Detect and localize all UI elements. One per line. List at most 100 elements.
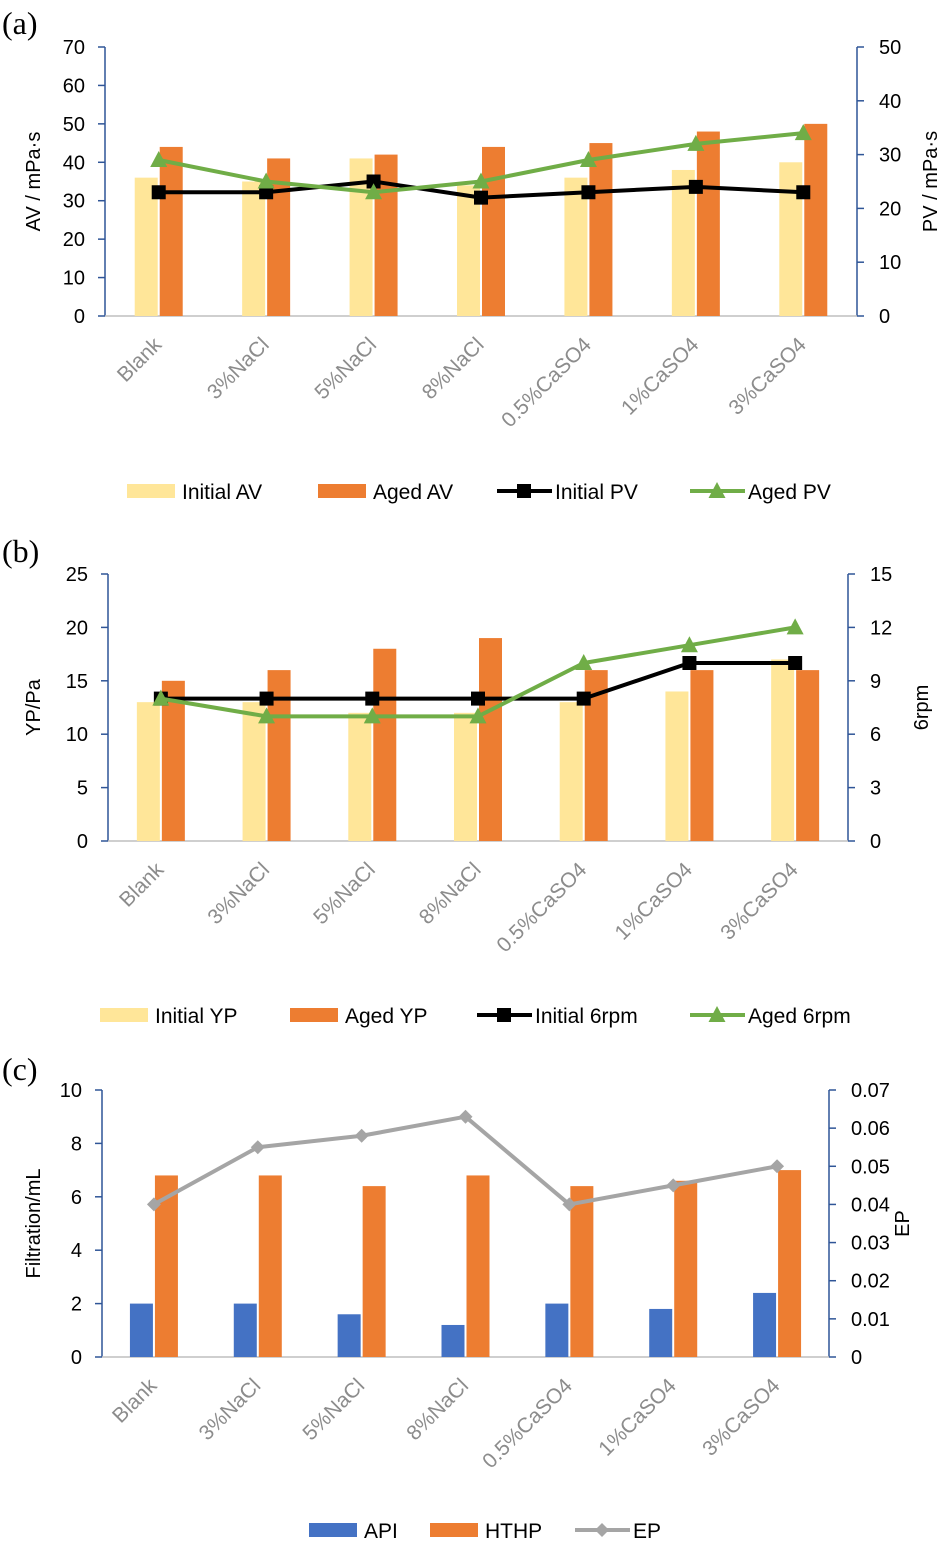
- left-tick-label: 40: [63, 152, 85, 174]
- right-tick-label: 0.06: [851, 1118, 890, 1140]
- legend-label: Aged PV: [748, 481, 831, 504]
- bar-aged-av: [159, 146, 183, 316]
- bar-initial-yp: [771, 659, 795, 841]
- marker-initial-pv: [474, 190, 488, 205]
- legend-label: Aged 6rpm: [748, 1005, 851, 1028]
- legend-item: Aged YP: [290, 1005, 428, 1028]
- right-tick-label: 12: [870, 617, 892, 639]
- legend-item: HTHP: [430, 1520, 542, 1543]
- x-tick-label: Blank: [108, 1374, 162, 1428]
- left-tick-label: 50: [63, 114, 85, 136]
- marker-ep: [354, 1128, 369, 1143]
- x-tick-label: 3%NaCl: [195, 1374, 266, 1445]
- x-tick-label: 3%CaSO4: [724, 333, 811, 420]
- legend-label: Initial YP: [155, 1005, 238, 1028]
- marker-aged-6rpm: [258, 707, 276, 724]
- x-tick-label: Blank: [113, 333, 167, 387]
- x-tick-label: 8%NaCl: [402, 1374, 473, 1445]
- legend-label: Aged YP: [345, 1005, 428, 1028]
- x-tick-label: 3%NaCl: [203, 333, 274, 404]
- legend-swatch: [127, 484, 175, 498]
- right-tick-label: 40: [879, 91, 901, 113]
- x-tick-label: 8%NaCl: [415, 858, 486, 929]
- bar-initial-av: [134, 177, 158, 316]
- marker-initial-6rpm: [365, 691, 380, 706]
- bar-hthp: [674, 1180, 698, 1357]
- bar-aged-yp: [584, 670, 608, 841]
- marker-aged-6rpm: [680, 636, 698, 653]
- x-tick-label: 1%CaSO4: [611, 858, 698, 945]
- left-tick-label: 0: [74, 306, 85, 328]
- marker-aged-pv: [472, 172, 490, 189]
- bar-api: [441, 1324, 465, 1357]
- left-tick-label: 20: [66, 617, 88, 639]
- left-tick-label: 20: [63, 229, 85, 251]
- legend-item: EP: [575, 1520, 661, 1543]
- legend-marker: [595, 1523, 609, 1537]
- legend-marker: [708, 1006, 726, 1022]
- bar-api: [233, 1303, 257, 1357]
- legend-swatch: [430, 1523, 478, 1537]
- legend-label: EP: [633, 1520, 661, 1543]
- marker-aged-6rpm: [575, 654, 593, 670]
- bar-initial-av: [457, 185, 480, 316]
- legend-item: Aged 6rpm: [690, 1005, 851, 1028]
- x-tick-label: 5%NaCl: [310, 333, 381, 404]
- right-tick-label: 0: [851, 1347, 862, 1369]
- bar-api: [753, 1292, 777, 1357]
- legend-item: Aged PV: [690, 481, 831, 504]
- bar-initial-yp: [348, 712, 372, 841]
- x-tick-label: 3%CaSO4: [716, 858, 803, 945]
- legend-label: Initial PV: [555, 481, 638, 504]
- x-tick-label: 3%NaCl: [203, 858, 274, 929]
- right-tick-label: 20: [879, 198, 901, 220]
- marker-aged-pv: [687, 134, 705, 151]
- legend-item: Initial PV: [497, 481, 638, 504]
- bar-aged-yp: [161, 680, 185, 841]
- marker-ep: [146, 1197, 161, 1212]
- left-tick-label: 10: [66, 724, 88, 746]
- x-tick-label: 0.5%CaSO4: [497, 333, 596, 432]
- right-tick-label: 0.04: [851, 1194, 890, 1216]
- bar-aged-yp: [267, 670, 291, 841]
- legend-label: HTHP: [485, 1520, 542, 1543]
- bar-initial-yp: [136, 702, 160, 841]
- bar-hthp: [258, 1175, 282, 1357]
- x-tick-label: 3%CaSO4: [698, 1374, 785, 1461]
- x-tick-label: 8%NaCl: [418, 333, 489, 404]
- bar-initial-av: [242, 181, 266, 316]
- y-axis-title: YP/Pa: [23, 678, 45, 736]
- left-tick-label: 15: [66, 671, 88, 693]
- marker-aged-pv: [579, 150, 597, 167]
- legend-swatch: [100, 1008, 148, 1022]
- left-tick-label: 5: [77, 778, 88, 800]
- marker-initial-6rpm: [259, 691, 274, 706]
- chart-panel-c: (c) 0 2 4 6 8 10 0 0.01 0.02 0.03 0.04 0.05 0.06 0.07 F…: [2, 1051, 914, 1543]
- marker-ep: [666, 1178, 681, 1193]
- bar-aged-av: [589, 143, 613, 316]
- bar-initial-av: [564, 177, 588, 316]
- chart-panel-a: (a) 0 10 20 30 40 50 60 70 0 10 20 30 40 50 AV / mPa·s P…: [2, 5, 942, 504]
- bar-initial-yp: [242, 702, 266, 841]
- bar-initial-yp: [665, 691, 689, 841]
- marker-aged-pv: [150, 150, 168, 167]
- x-tick-label: 1%CaSO4: [594, 1374, 681, 1461]
- right-tick-label: 0.07: [851, 1080, 890, 1102]
- marker-initial-6rpm: [471, 691, 485, 706]
- left-tick-label: 10: [60, 1080, 82, 1102]
- x-tick-label: 5%NaCl: [298, 1374, 369, 1445]
- bar-aged-yp: [690, 670, 714, 841]
- bar-api: [129, 1303, 153, 1357]
- bar-initial-av: [779, 162, 803, 316]
- right-tick-label: 0.05: [851, 1156, 890, 1178]
- left-tick-label: 0: [77, 831, 88, 853]
- right-tick-label: 6: [870, 724, 881, 746]
- x-tick-label: Blank: [115, 858, 169, 912]
- legend-label: API: [364, 1520, 398, 1543]
- bar-initial-yp: [454, 712, 477, 841]
- x-tick-label: 0.5%CaSO4: [478, 1374, 577, 1473]
- right-tick-label: 9: [870, 671, 881, 693]
- right-tick-label: 0.01: [851, 1309, 890, 1331]
- right-tick-label: 50: [879, 37, 901, 59]
- y-axis-title: AV / mPa·s: [23, 132, 45, 232]
